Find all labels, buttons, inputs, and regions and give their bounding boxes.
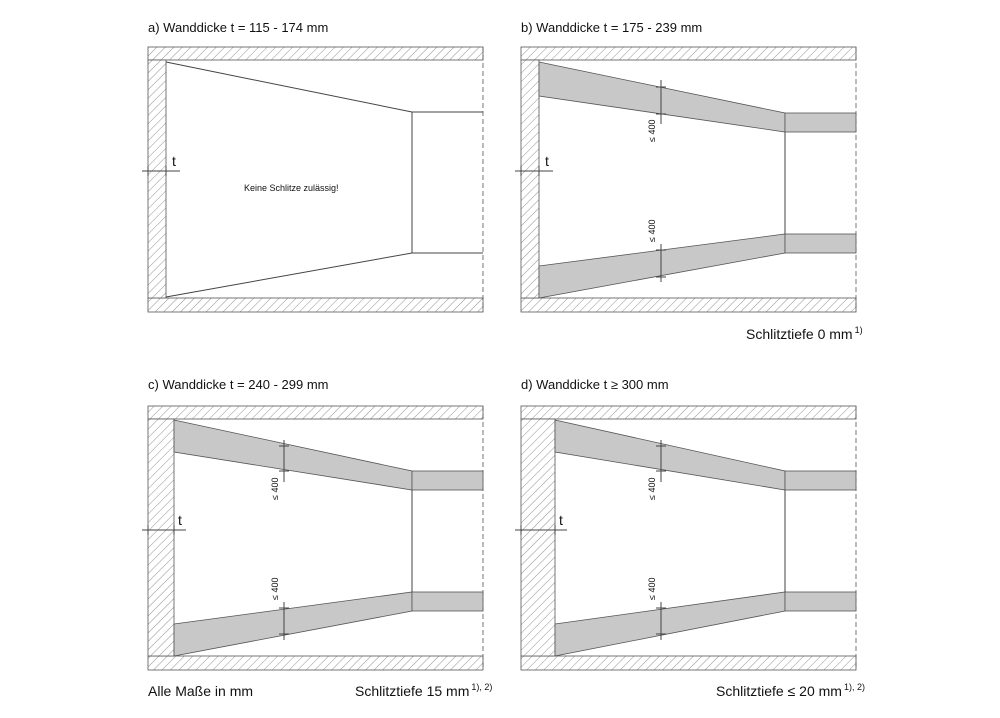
panel-d-caption: Schlitztiefe ≤ 20 mm 1), 2) bbox=[716, 682, 865, 699]
panel-d-side-wall bbox=[520, 418, 556, 657]
panel-c: c) Wanddicke t = 240 - 299 mm ≤ 400 ≤ 40… bbox=[142, 377, 492, 699]
panel-d: d) Wanddicke t ≥ 300 mm ≤ 400 ≤ 400 t Sc… bbox=[515, 377, 865, 699]
panel-b-slot-bottom-straight bbox=[784, 233, 857, 254]
panel-c-slot-bottom-straight bbox=[411, 591, 484, 612]
panel-c-side-wall bbox=[147, 418, 175, 657]
panel-b-side-wall bbox=[520, 59, 540, 299]
panel-d-slot-top-straight bbox=[784, 470, 857, 491]
panel-a-note: Keine Schlitze zulässig! bbox=[244, 183, 339, 193]
panel-c-dim-bottom-label: ≤ 400 bbox=[270, 578, 280, 600]
panel-d-dim-bottom-label: ≤ 400 bbox=[647, 578, 657, 600]
panel-d-dim-top-label: ≤ 400 bbox=[647, 478, 657, 500]
panel-c-slot-top-straight bbox=[411, 470, 484, 491]
panel-d-title: d) Wanddicke t ≥ 300 mm bbox=[521, 377, 669, 392]
panel-c-bottom-wall bbox=[147, 655, 484, 671]
panel-b-top-wall bbox=[520, 46, 857, 61]
panel-a: a) Wanddicke t = 115 - 174 mm t Keine Sc… bbox=[142, 20, 484, 313]
panel-a-side-wall bbox=[147, 59, 167, 299]
units-note: Alle Maße in mm bbox=[148, 683, 253, 699]
panel-b-slot-top-straight bbox=[784, 112, 857, 133]
panel-b-dim-top-label: ≤ 400 bbox=[647, 120, 657, 142]
panel-b-dim-bottom-label: ≤ 400 bbox=[647, 220, 657, 242]
panel-a-title: a) Wanddicke t = 115 - 174 mm bbox=[148, 20, 328, 35]
panel-b-t-label: t bbox=[545, 153, 549, 169]
panel-b-slot-bottom bbox=[538, 233, 786, 299]
panel-a-top-wall bbox=[147, 46, 484, 61]
panel-d-slot-top bbox=[554, 419, 786, 491]
panel-a-outline-top bbox=[165, 61, 413, 113]
panel-b: b) Wanddicke t = 175 - 239 mm ≤ 400 ≤ 40… bbox=[515, 20, 863, 342]
panel-b-bottom-wall bbox=[520, 297, 857, 313]
panel-c-caption: Schlitztiefe 15 mm 1), 2) bbox=[355, 682, 492, 699]
panel-a-t-label: t bbox=[172, 153, 176, 169]
panel-c-slot-top bbox=[173, 419, 413, 491]
panel-d-t-label: t bbox=[559, 512, 563, 528]
panel-d-slot-bottom bbox=[554, 591, 786, 657]
panel-c-title: c) Wanddicke t = 240 - 299 mm bbox=[148, 377, 329, 392]
panel-a-bottom-wall bbox=[147, 297, 484, 313]
panel-d-slot-bottom-straight bbox=[784, 591, 857, 612]
panel-d-bottom-wall bbox=[520, 655, 857, 671]
panel-c-t-label: t bbox=[178, 512, 182, 528]
panel-b-caption: Schlitztiefe 0 mm 1) bbox=[746, 325, 863, 342]
panel-d-top-wall bbox=[520, 405, 857, 420]
panel-c-top-wall bbox=[147, 405, 484, 420]
panel-b-slot-top bbox=[538, 61, 786, 133]
panel-b-title: b) Wanddicke t = 175 - 239 mm bbox=[521, 20, 702, 35]
panel-c-dim-top-label: ≤ 400 bbox=[270, 478, 280, 500]
panel-a-outline-bottom bbox=[165, 252, 413, 298]
panel-c-slot-bottom bbox=[173, 591, 413, 657]
